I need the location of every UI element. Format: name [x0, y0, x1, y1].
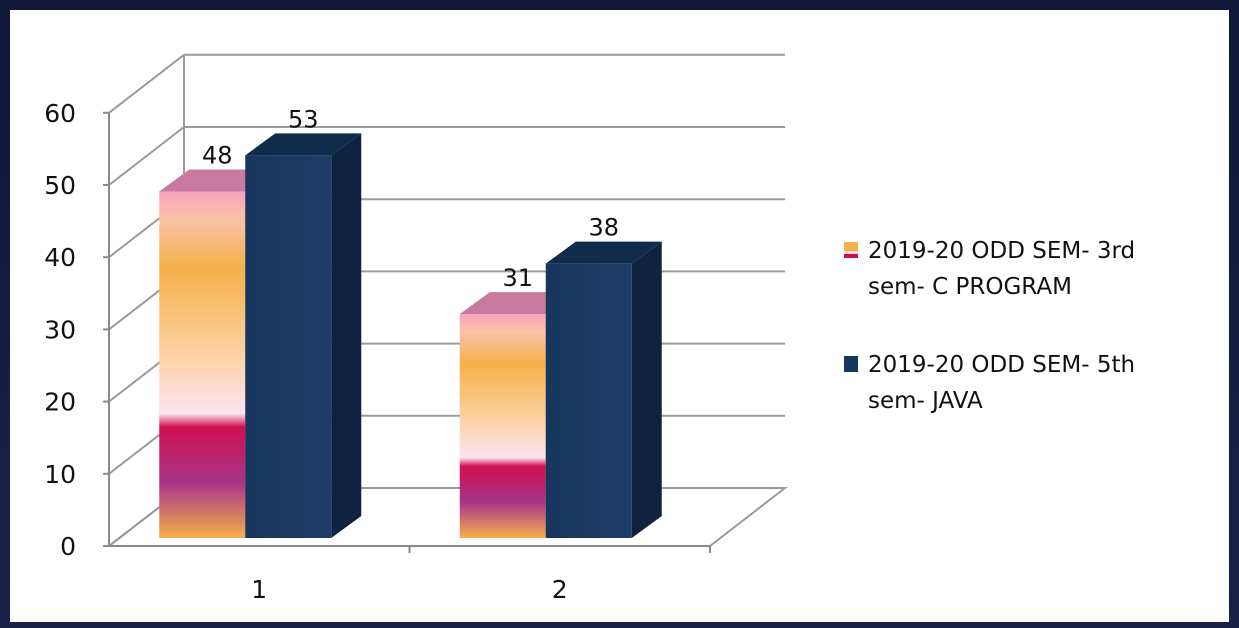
x-tick-label: 1 [251, 575, 267, 604]
y-axis-tick-labels: 0 10 20 30 40 50 60 [44, 99, 76, 561]
data-label-cprogram: 31 [502, 264, 533, 292]
bar-java-top [245, 133, 362, 156]
bar-cprogram [459, 314, 546, 538]
bar-java-top [545, 241, 662, 264]
legend-swatch-cprogram [844, 242, 858, 251]
legend-label: sem- JAVA [868, 388, 983, 414]
data-labels: 48 53 31 38 [202, 105, 619, 292]
data-label-cprogram: 48 [202, 141, 233, 169]
gridline-side [108, 54, 185, 114]
legend-label: sem- C PROGRAM [868, 274, 1072, 300]
x-tick-label: 2 [552, 575, 568, 604]
y-tick-label: 60 [44, 99, 76, 128]
data-label-java: 53 [288, 105, 319, 133]
legend-swatch-cprogram-band [844, 251, 858, 254]
y-tick-label: 20 [44, 388, 76, 417]
y-tick-label: 50 [44, 171, 76, 200]
legend-label: 2019-20 ODD SEM- 3rd [868, 238, 1135, 264]
bar-cprogram [159, 191, 246, 538]
y-tick-label: 40 [44, 243, 76, 272]
data-label-java: 38 [588, 214, 619, 242]
legend-swatch-cprogram-base [844, 254, 858, 258]
bar-java [245, 155, 332, 538]
bar-java [545, 263, 632, 538]
y-tick-label: 0 [60, 532, 76, 561]
y-tick-label: 30 [44, 315, 76, 344]
legend-item: 2019-20 ODD SEM- 5th sem- JAVA [844, 352, 1135, 414]
bars [159, 133, 662, 538]
gridline-side [108, 126, 185, 186]
legend-swatch-java [844, 356, 858, 372]
bar-java-side [631, 241, 662, 538]
legend-label: 2019-20 ODD SEM- 5th [868, 352, 1135, 378]
y-tick-label: 10 [44, 460, 76, 489]
bar-java-side [331, 133, 362, 538]
legend-item: 2019-20 ODD SEM- 3rd sem- C PROGRAM [844, 238, 1135, 300]
